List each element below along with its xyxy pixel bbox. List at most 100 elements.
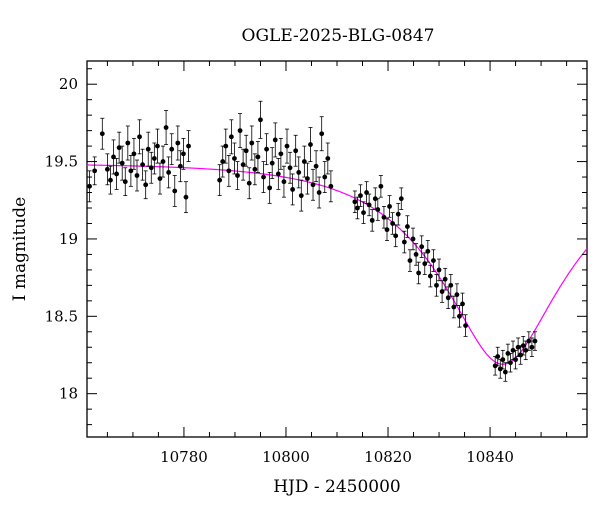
- data-point: [293, 134, 299, 167]
- data-point-marker: [352, 199, 358, 205]
- data-point-marker: [261, 174, 266, 180]
- data-point: [249, 125, 255, 161]
- data-point: [125, 125, 131, 161]
- y-tick-label: 19.5: [45, 153, 78, 171]
- data-point: [122, 167, 128, 197]
- data-point: [134, 159, 140, 192]
- data-point-marker: [105, 166, 110, 172]
- data-point: [328, 170, 334, 203]
- data-point-marker: [431, 258, 436, 264]
- data-point: [361, 201, 366, 224]
- data-point-marker: [134, 173, 140, 178]
- data-point-marker: [223, 143, 229, 149]
- data-point-marker: [255, 154, 261, 160]
- data-point: [378, 175, 384, 198]
- data-point: [325, 142, 331, 175]
- data-point-marker: [298, 193, 304, 199]
- data-point-marker: [532, 338, 538, 344]
- data-point-marker: [395, 211, 401, 217]
- data-point-marker: [425, 248, 431, 254]
- data-point: [111, 139, 116, 175]
- data-point: [175, 125, 181, 161]
- data-point-marker: [393, 233, 399, 239]
- data-point: [143, 170, 149, 200]
- data-point: [457, 305, 462, 328]
- data-point: [364, 181, 369, 204]
- data-point: [313, 150, 319, 183]
- data-point-marker: [413, 252, 419, 257]
- data-point: [264, 133, 269, 166]
- data-point: [252, 153, 258, 186]
- data-point: [463, 314, 468, 337]
- data-point-marker: [217, 177, 223, 183]
- data-point-marker: [172, 188, 178, 194]
- axis-ticks-layer: 10780 10800 10820 10840 18 18.5 19 19.5 20: [45, 61, 587, 466]
- data-point: [151, 142, 157, 175]
- data-point-marker: [181, 151, 186, 157]
- data-point-marker: [226, 168, 232, 174]
- data-point: [492, 356, 498, 376]
- data-point-marker: [358, 193, 363, 199]
- data-point: [375, 198, 381, 221]
- data-point: [393, 224, 399, 248]
- model-curve-layer: [86, 164, 588, 365]
- data-point-marker: [463, 323, 468, 328]
- data-point-marker: [258, 117, 263, 123]
- data-point: [298, 179, 304, 212]
- data-point-marker: [177, 163, 183, 169]
- data-point: [460, 292, 465, 316]
- data-point: [401, 230, 407, 254]
- data-point-marker: [500, 357, 506, 363]
- data-point-marker: [145, 146, 151, 152]
- data-point-marker: [313, 163, 319, 169]
- data-point: [131, 137, 137, 170]
- y-tick-label: 20: [59, 75, 78, 93]
- data-point-marker: [237, 128, 243, 134]
- data-point-marker: [375, 207, 381, 212]
- data-point: [310, 168, 316, 201]
- x-tick-label: 10780: [160, 448, 208, 466]
- data-point: [381, 206, 387, 229]
- data-point-marker: [246, 180, 252, 186]
- data-point-marker: [264, 146, 269, 152]
- data-point: [99, 117, 105, 150]
- x-tick-label: 10840: [466, 448, 514, 466]
- data-point-marker: [166, 170, 172, 175]
- data-point-marker: [305, 176, 310, 181]
- data-point: [431, 249, 436, 272]
- data-point: [114, 158, 119, 190]
- data-point-marker: [148, 165, 154, 171]
- data-point: [436, 258, 442, 282]
- data-point-marker: [155, 143, 160, 149]
- data-point: [237, 113, 243, 149]
- data-point: [398, 187, 404, 210]
- data-point: [281, 165, 287, 198]
- data-point: [500, 349, 506, 370]
- data-point: [413, 243, 419, 266]
- data-point: [495, 346, 501, 367]
- data-point-marker: [369, 217, 375, 223]
- data-point: [258, 100, 263, 139]
- data-point: [425, 240, 431, 263]
- data-point: [419, 235, 425, 258]
- data-point: [405, 215, 410, 238]
- data-point-marker: [505, 351, 511, 356]
- data-point-marker: [410, 236, 416, 242]
- data-point: [520, 336, 526, 356]
- data-point-marker: [416, 270, 422, 276]
- x-tick-label: 10800: [262, 448, 310, 466]
- data-point: [183, 181, 189, 214]
- data-point-marker: [281, 179, 287, 185]
- data-point-marker: [529, 344, 535, 350]
- data-point-marker: [513, 357, 518, 363]
- data-point: [322, 161, 328, 193]
- data-point: [186, 130, 191, 162]
- data-point: [119, 145, 125, 181]
- data-point: [284, 128, 290, 164]
- data-point-marker: [186, 143, 191, 149]
- data-point: [246, 167, 252, 200]
- data-point: [290, 173, 296, 206]
- data-point-marker: [228, 134, 234, 140]
- data-point-marker: [235, 173, 240, 178]
- data-point-marker: [419, 244, 425, 250]
